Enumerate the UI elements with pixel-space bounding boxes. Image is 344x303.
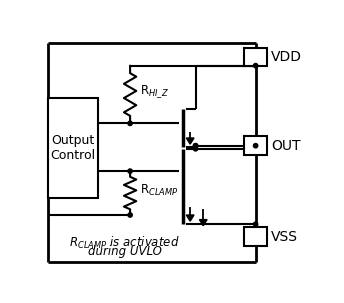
Bar: [244, 136, 267, 155]
Polygon shape: [186, 215, 194, 221]
Text: VSS: VSS: [271, 230, 298, 244]
Text: R$_{CLAMP}$ is activated: R$_{CLAMP}$ is activated: [69, 235, 180, 251]
Bar: [49, 98, 98, 198]
Circle shape: [128, 213, 132, 217]
Circle shape: [193, 144, 198, 148]
Text: Output
Control: Output Control: [51, 134, 96, 162]
Circle shape: [254, 63, 258, 68]
Circle shape: [254, 222, 258, 226]
Circle shape: [193, 147, 198, 151]
Bar: [244, 48, 267, 66]
Polygon shape: [186, 138, 194, 144]
Text: R$_{HI\_Z}$: R$_{HI\_Z}$: [140, 83, 169, 100]
Circle shape: [128, 121, 132, 125]
Polygon shape: [200, 220, 207, 226]
Text: during UVLO: during UVLO: [88, 245, 162, 258]
Text: OUT: OUT: [271, 139, 301, 153]
Text: R$_{CLAMP}$: R$_{CLAMP}$: [140, 182, 179, 198]
Bar: [244, 227, 267, 246]
Text: VDD: VDD: [271, 50, 302, 64]
Circle shape: [128, 169, 132, 173]
Circle shape: [254, 144, 258, 148]
Circle shape: [193, 144, 198, 148]
